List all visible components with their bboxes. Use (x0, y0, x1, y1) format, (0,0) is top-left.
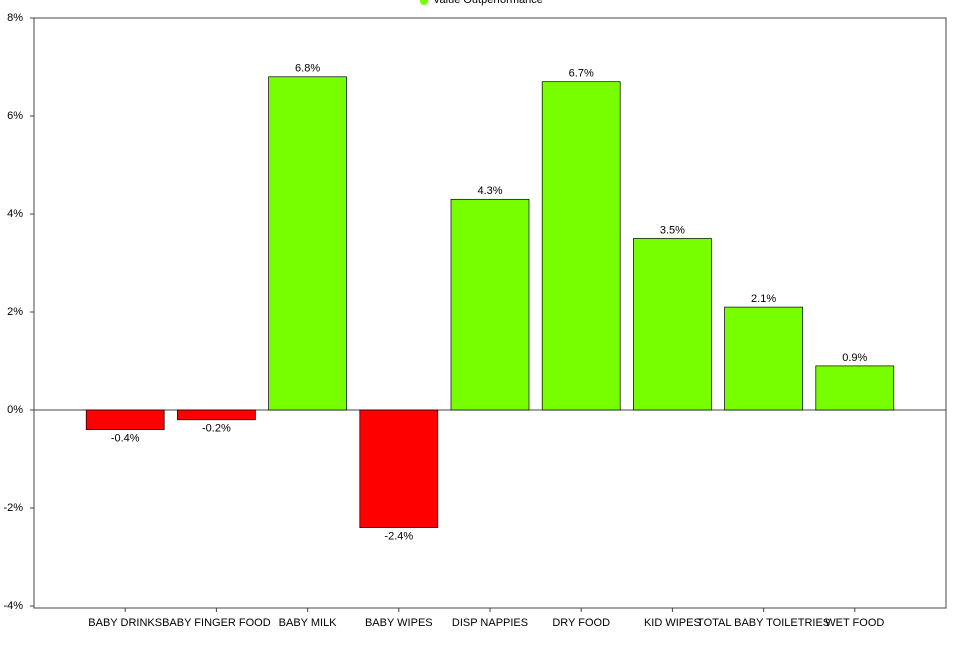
bar (815, 365, 895, 411)
y-tick-label: -2% (3, 502, 23, 514)
legend-marker (420, 0, 428, 5)
data-label: 6.7% (569, 68, 594, 80)
x-tick-label: BABY MILK (279, 617, 338, 629)
bar (724, 306, 803, 411)
x-tick-label: KID WIPES (644, 617, 701, 629)
data-label: -0.2% (202, 423, 231, 435)
y-tick-label: 0% (7, 404, 23, 416)
x-tick-label: WET FOOD (825, 617, 884, 629)
x-tick-label: BABY WIPES (365, 617, 433, 629)
y-tick-label: -4% (3, 600, 23, 612)
y-tick-label: 2% (7, 306, 23, 318)
bar (541, 81, 621, 411)
data-label: 0.9% (842, 352, 867, 364)
bar (177, 409, 256, 421)
legend-label: Value Outperformance (433, 0, 543, 6)
data-label: -2.4% (384, 531, 413, 543)
x-tick-label: DRY FOOD (552, 617, 610, 629)
bar (633, 238, 712, 411)
bar (359, 409, 439, 528)
bar (268, 76, 347, 411)
x-tick-label: DISP NAPPIES (452, 617, 528, 629)
bar (450, 198, 530, 411)
data-label: 3.5% (660, 224, 685, 236)
x-tick-label: BABY DRINKS (88, 617, 162, 629)
data-label: 2.1% (751, 293, 776, 305)
y-tick-label: 8% (7, 12, 23, 24)
data-label: -0.4% (111, 433, 140, 445)
y-tick-label: 6% (7, 110, 23, 122)
data-label: 6.8% (295, 63, 320, 75)
x-tick-label: TOTAL BABY TOILETRIES (697, 617, 830, 629)
data-label: 4.3% (477, 185, 502, 197)
y-tick-label: 4% (7, 208, 23, 220)
x-tick-label: BABY FINGER FOOD (162, 617, 271, 629)
bar (85, 409, 165, 430)
